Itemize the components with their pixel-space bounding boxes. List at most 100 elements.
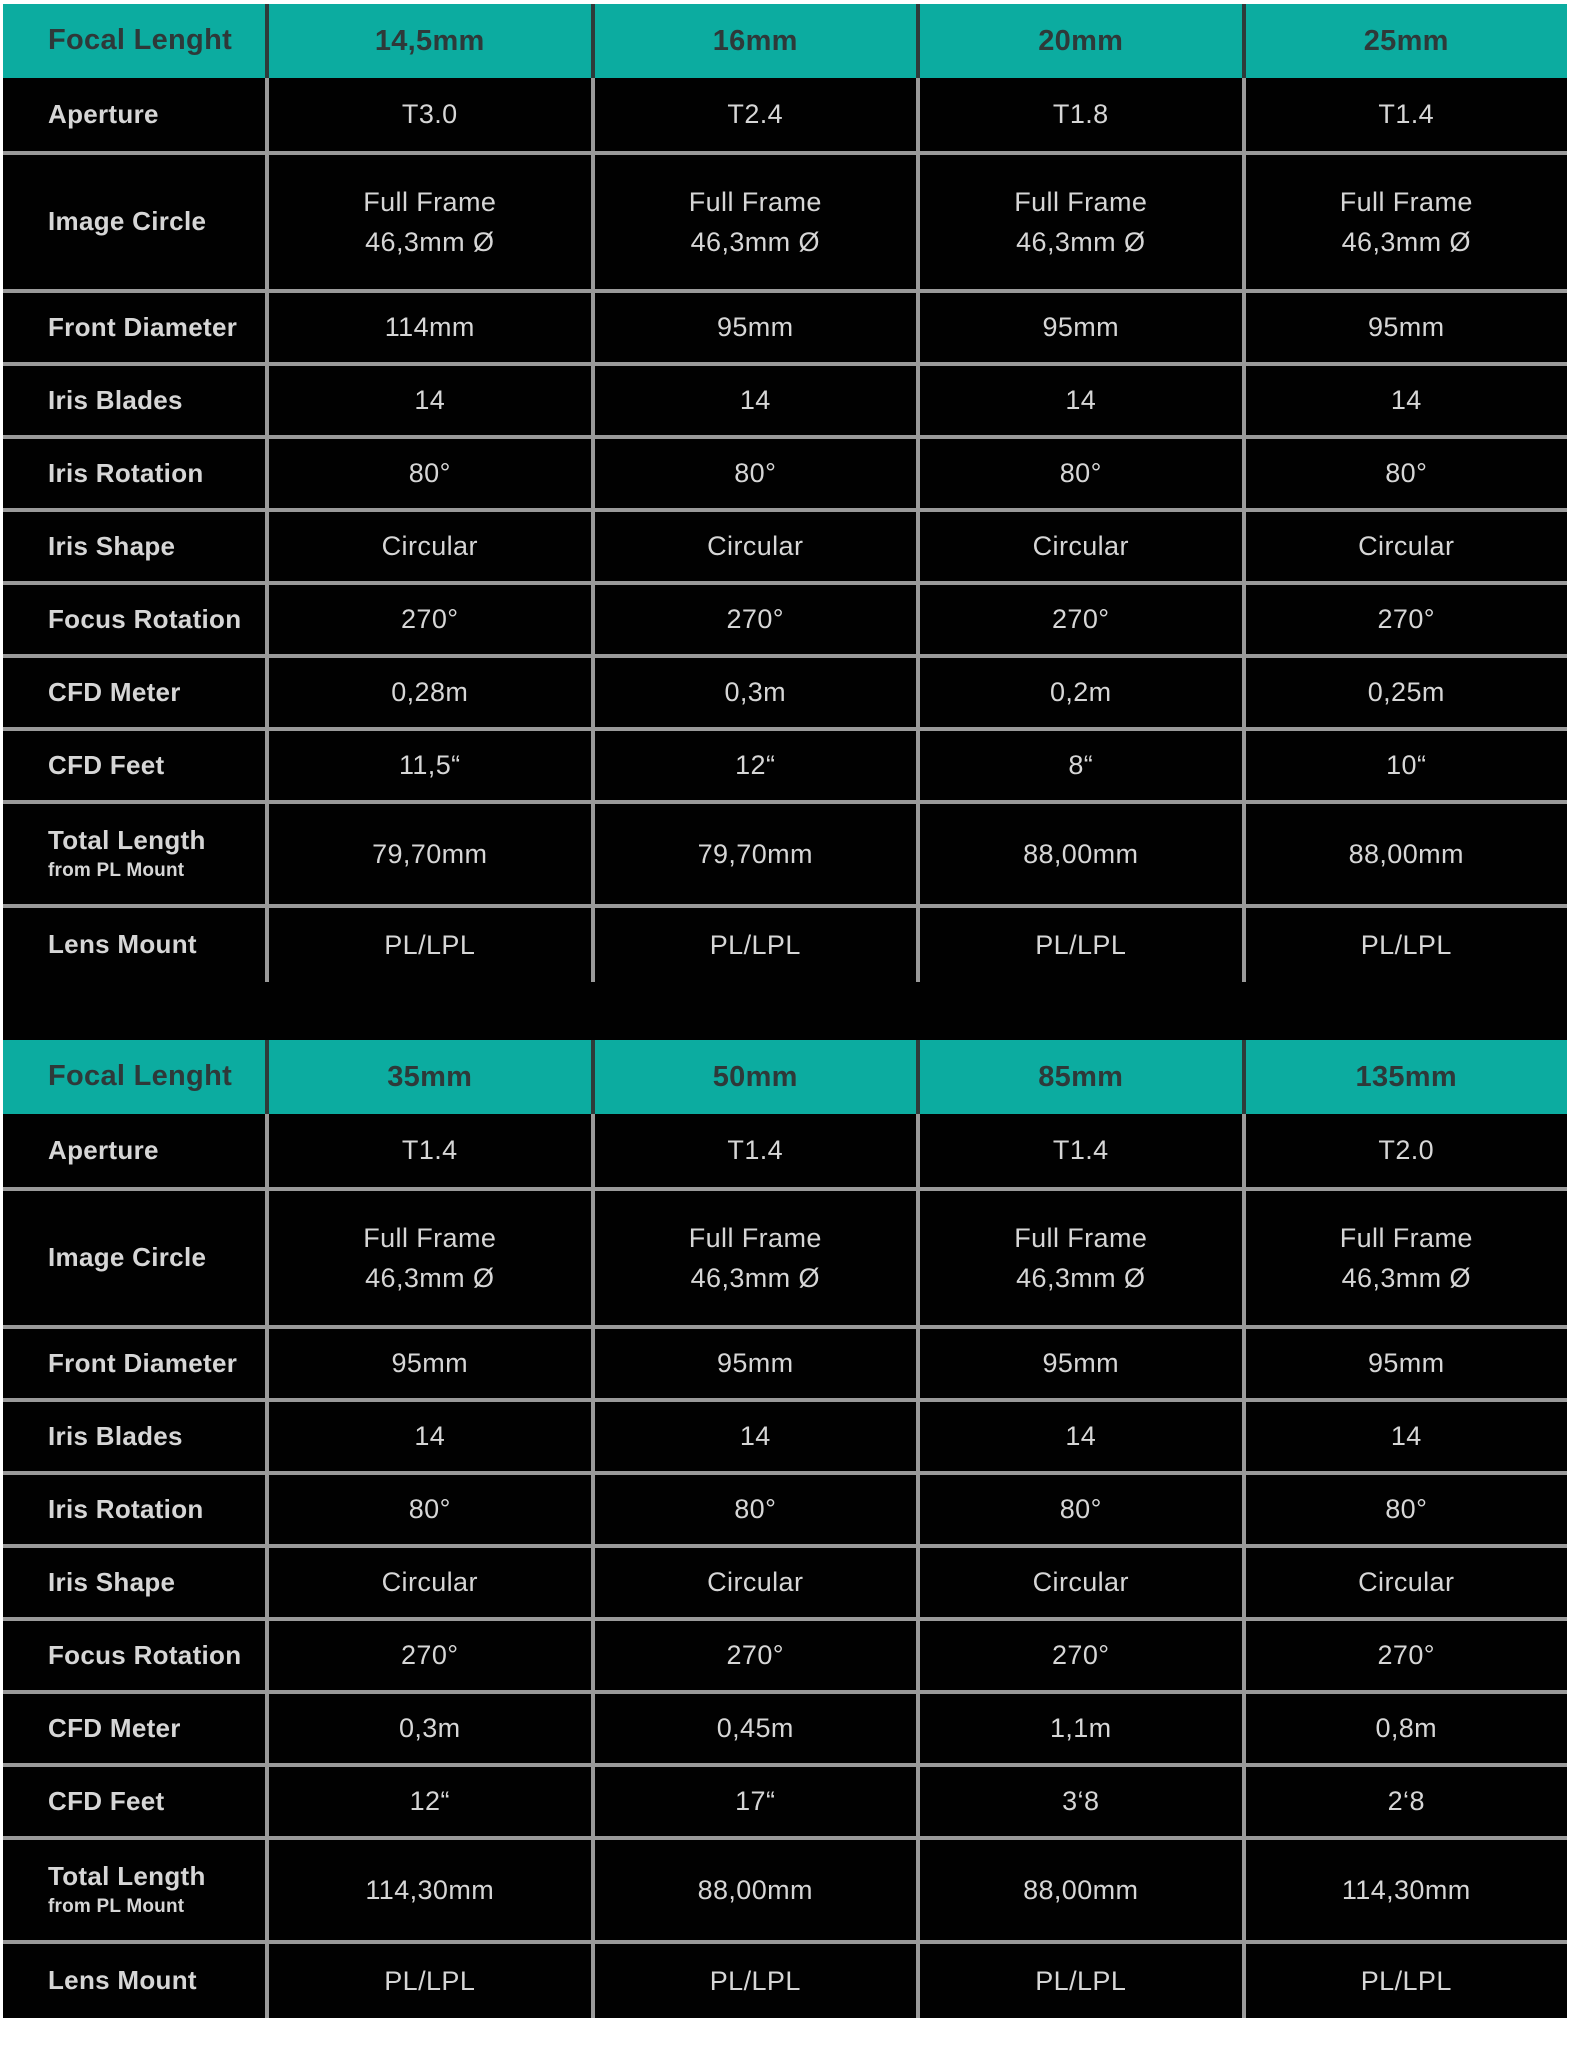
spec-value-cell: 79,70mm [590, 804, 917, 904]
spec-value: 0,45m [716, 1713, 794, 1743]
spec-value-line: 46,3mm Ø [1341, 227, 1471, 257]
spec-row-image-circle: Image Circle Full Frame 46,3mm Ø Full Frame… [3, 1187, 1567, 1325]
spec-value-cell: 14 [590, 366, 917, 435]
spec-row-cfd-meter: CFD Meter 0,3m 0,45m 1,1m 0,8m [3, 1690, 1567, 1763]
spec-value-multiline: Full Frame 46,3mm Ø [1340, 182, 1473, 263]
spec-value: Circular [707, 531, 804, 561]
row-label: CFD Meter [48, 1712, 181, 1743]
spec-value: T3.0 [401, 99, 458, 129]
spec-value-line: Full Frame [688, 1222, 822, 1253]
spec-value: 79,70mm [372, 838, 488, 869]
spec-value-line: 46,3mm Ø [365, 227, 495, 257]
row-label: CFD Feet [48, 1785, 165, 1816]
spec-value-cell: PL/LPL [916, 1944, 1242, 2018]
spec-value-cell: T1.4 [590, 1114, 917, 1187]
focal-length-header-value: 135mm [1355, 1060, 1457, 1093]
spec-value-cell: 14 [1241, 1402, 1568, 1471]
spec-value: 1,1m [1049, 1713, 1112, 1743]
spec-value-cell: T1.4 [265, 1114, 591, 1187]
focal-length-header-label: Focal Lenght [48, 1060, 233, 1093]
spec-value-cell: 3‘8 [916, 1767, 1242, 1836]
spec-value: PL/LPL [384, 929, 476, 960]
spec-value-cell: T3.0 [265, 78, 591, 151]
spec-value-cell: T1.4 [916, 1114, 1242, 1187]
row-label: CFD Feet [48, 749, 165, 780]
spec-value-cell: 270° [590, 585, 917, 654]
spec-row-iris-shape: Iris Shape Circular Circular Circular Circul… [3, 508, 1567, 581]
focal-length-header-value: 25mm [1363, 24, 1449, 57]
focal-length-header-value-cell: 35mm [265, 1040, 591, 1114]
spec-value-cell: 12“ [590, 731, 917, 800]
spec-value: 14 [739, 385, 771, 415]
table-gap [3, 982, 1567, 1040]
spec-value-cell: Full Frame 46,3mm Ø [916, 1191, 1242, 1325]
spec-value-cell: 95mm [916, 293, 1242, 362]
row-label-cell-cfd-feet: CFD Feet [3, 731, 265, 800]
row-label-cell-cfd-meter: CFD Meter [3, 658, 265, 727]
row-sublabel: from PL Mount [48, 859, 185, 881]
spec-value: Circular [1032, 1567, 1129, 1597]
spec-value-cell: Circular [590, 512, 917, 581]
row-label: Iris Blades [48, 1420, 183, 1451]
spec-value-cell: PL/LPL [1241, 908, 1568, 982]
focal-length-header-value: 35mm [387, 1060, 473, 1093]
spec-value-cell: 114,30mm [1241, 1840, 1568, 1940]
focal-length-header-label-cell: Focal Lenght [3, 4, 265, 78]
focal-length-header-value-cell: 20mm [916, 4, 1242, 78]
focal-length-header-value-cell: 16mm [590, 4, 917, 78]
spec-value-cell: 88,00mm [1241, 804, 1568, 904]
row-label: Image Circle [48, 206, 207, 237]
spec-value-cell: 88,00mm [590, 1840, 917, 1940]
spec-value-cell: T1.8 [916, 78, 1242, 151]
row-label-cell-total-length: Total Length from PL Mount [3, 804, 265, 904]
spec-value-cell: 95mm [1241, 1329, 1568, 1398]
spec-value-cell: 88,00mm [916, 804, 1242, 904]
spec-row-front-diameter: Front Diameter 95mm 95mm 95mm 95mm [3, 1325, 1567, 1398]
spec-value-cell: 17“ [590, 1767, 917, 1836]
spec-value-cell: Full Frame 46,3mm Ø [1241, 155, 1568, 289]
focal-length-header-label: Focal Lenght [48, 24, 233, 57]
spec-row-cfd-meter: CFD Meter 0,28m 0,3m 0,2m 0,25m [3, 654, 1567, 727]
spec-value-cell: 88,00mm [916, 1840, 1242, 1940]
spec-value: 114mm [384, 312, 475, 342]
spec-value-line: Full Frame [1014, 186, 1148, 217]
spec-value-cell: 14 [916, 1402, 1242, 1471]
spec-value: 88,00mm [1348, 838, 1464, 869]
spec-value-cell: Circular [1241, 512, 1568, 581]
spec-value: PL/LPL [1035, 1965, 1127, 1996]
spec-value: PL/LPL [1360, 929, 1452, 960]
spec-value: Circular [1358, 1567, 1455, 1597]
spec-value-cell: PL/LPL [916, 908, 1242, 982]
row-sublabel: from PL Mount [48, 1895, 185, 1917]
spec-value: Circular [1032, 531, 1129, 561]
row-label: Focus Rotation [48, 1639, 242, 1670]
spec-value: 270° [401, 604, 459, 634]
spec-value: 0,2m [1049, 677, 1112, 707]
spec-row-focus-rotation: Focus Rotation 270° 270° 270° 270° [3, 1617, 1567, 1690]
spec-value-cell: Full Frame 46,3mm Ø [590, 1191, 917, 1325]
spec-value: Circular [381, 1567, 478, 1597]
spec-value: PL/LPL [709, 929, 801, 960]
spec-value: 88,00mm [697, 1874, 813, 1905]
row-label: Aperture [48, 1134, 159, 1165]
spec-value: PL/LPL [709, 1965, 801, 1996]
spec-value-multiline: Full Frame 46,3mm Ø [1014, 182, 1147, 263]
spec-value: 17“ [735, 1786, 776, 1816]
spec-row-front-diameter: Front Diameter 114mm 95mm 95mm 95mm [3, 289, 1567, 362]
spec-value-cell: 0,25m [1241, 658, 1568, 727]
spec-value: 80° [734, 1494, 777, 1524]
row-label-cell-iris-shape: Iris Shape [3, 512, 265, 581]
row-label-cell-image-circle: Image Circle [3, 155, 265, 289]
spec-value-cell: Full Frame 46,3mm Ø [265, 1191, 591, 1325]
spec-value-cell: 95mm [916, 1329, 1242, 1398]
spec-value: T1.4 [1378, 99, 1435, 129]
row-label-cell-front-diameter: Front Diameter [3, 293, 265, 362]
spec-value: 80° [1385, 458, 1428, 488]
spec-value: T2.0 [1378, 1135, 1435, 1165]
spec-value-cell: Circular [590, 1548, 917, 1617]
spec-table-primes-14-25: Focal Lenght 14,5mm 16mm 20mm 25mm Aperture T3… [3, 4, 1567, 982]
spec-value: 80° [734, 458, 777, 488]
spec-value: 114,30mm [365, 1874, 495, 1905]
focal-length-header-value: 20mm [1038, 24, 1124, 57]
spec-row-cfd-feet: CFD Feet 12“ 17“ 3‘8 2‘8 [3, 1763, 1567, 1836]
